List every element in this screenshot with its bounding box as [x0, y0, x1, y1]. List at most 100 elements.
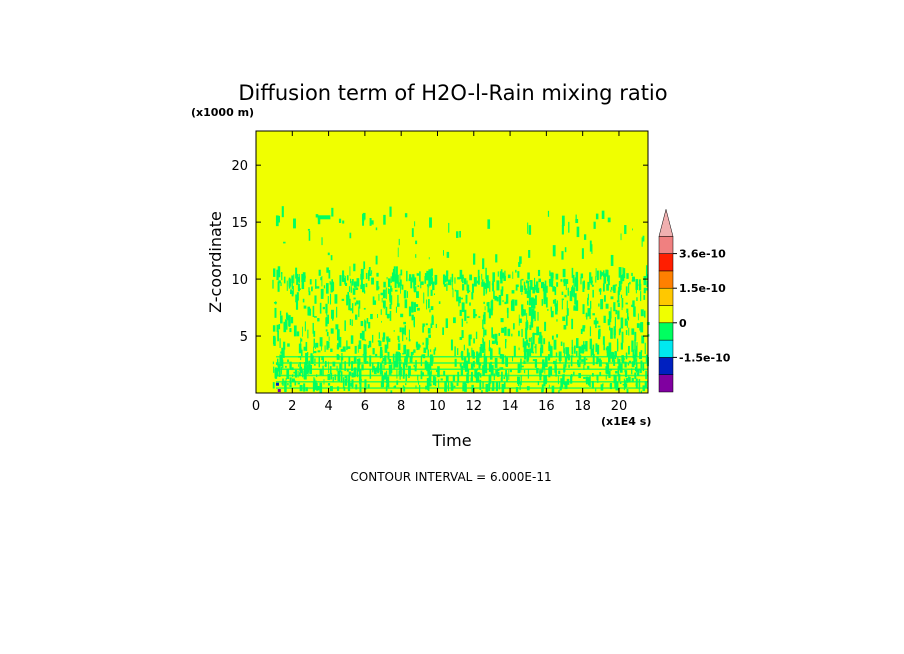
- field-patch: [625, 286, 628, 296]
- field-patch: [527, 368, 529, 379]
- field-patch: [433, 293, 436, 295]
- field-patch: [273, 268, 276, 277]
- field-patch: [502, 300, 504, 303]
- field-patch: [549, 346, 553, 358]
- field-patch: [595, 320, 599, 324]
- field-patch: [489, 281, 491, 292]
- field-patch: [467, 348, 469, 355]
- field-patch: [488, 308, 491, 319]
- field-patch: [283, 321, 287, 333]
- field-patch: [393, 386, 396, 388]
- field-patch: [524, 309, 526, 316]
- field-patch: [319, 302, 322, 314]
- field-patch: [390, 285, 392, 290]
- field-patch: [349, 318, 352, 326]
- field-patch: [592, 313, 595, 316]
- colorbar-label: 0: [679, 317, 687, 330]
- field-patch: [313, 316, 317, 318]
- field-patch: [391, 363, 393, 373]
- field-patch: [302, 369, 304, 378]
- field-patch: [427, 382, 430, 391]
- field-patch: [295, 299, 299, 310]
- field-patch: [542, 359, 545, 369]
- field-patch: [348, 286, 351, 292]
- field-patch: [429, 217, 432, 228]
- field-patch: [428, 269, 432, 281]
- field-patch: [415, 341, 419, 348]
- field-patch: [454, 346, 456, 356]
- field-patch: [348, 356, 350, 367]
- field-patch: [417, 285, 420, 288]
- field-patch: [412, 351, 414, 355]
- field-patch: [477, 269, 480, 279]
- x-tick-label: 10: [429, 399, 446, 414]
- field-patch: [406, 270, 408, 282]
- field-patch: [352, 288, 356, 295]
- field-patch: [426, 299, 428, 310]
- field-patch: [428, 371, 432, 383]
- field-patch: [357, 344, 359, 353]
- field-patch: [397, 343, 401, 351]
- field-patch: [557, 375, 559, 385]
- field-patch: [528, 337, 531, 342]
- field-patch: [605, 374, 607, 380]
- field-patch: [610, 254, 614, 266]
- field-patch: [304, 321, 306, 332]
- field-patch: [571, 287, 574, 297]
- field-patch: [395, 306, 397, 313]
- field-patch: [455, 231, 459, 238]
- field-patch: [329, 281, 331, 285]
- field-patch: [625, 377, 629, 383]
- field-patch: [336, 365, 338, 372]
- field-patch: [575, 300, 579, 311]
- field-patch: [372, 348, 375, 355]
- field-patch: [368, 267, 371, 276]
- field-patch: [538, 278, 541, 283]
- field-patch: [482, 319, 484, 330]
- field-patch: [316, 286, 320, 289]
- field-patch: [585, 376, 589, 383]
- colorbar-level: [658, 305, 674, 324]
- field-patch: [611, 354, 613, 362]
- field-patch: [362, 284, 365, 293]
- field-patch: [523, 281, 526, 290]
- chart-title: Diffusion term of H2O-l-Rain mixing rati…: [238, 81, 667, 105]
- field-patch: [372, 366, 375, 371]
- field-patch: [638, 279, 641, 286]
- field-patch: [293, 371, 296, 374]
- field-patch: [631, 340, 634, 352]
- field-patch: [502, 274, 505, 279]
- field-patch: [469, 274, 473, 281]
- field-patch: [546, 285, 548, 293]
- field-patch: [280, 315, 283, 324]
- field-patch: [433, 349, 436, 355]
- field-patch: [640, 322, 644, 333]
- field-patch: [618, 267, 622, 278]
- field-patch: [613, 374, 617, 384]
- field-patch: [532, 316, 536, 319]
- field-patch: [283, 348, 285, 358]
- field-patch: [357, 361, 360, 372]
- field-patch: [632, 276, 635, 282]
- field-patch: [589, 338, 592, 350]
- field-patch: [400, 269, 403, 276]
- field-patch: [541, 299, 544, 306]
- field-patch: [625, 330, 628, 335]
- field-patch: [631, 279, 634, 282]
- field-patch: [505, 294, 509, 304]
- field-patch: [530, 342, 534, 353]
- field-patch: [589, 272, 592, 284]
- field-patch: [486, 279, 489, 289]
- field-patch: [364, 339, 366, 342]
- field-patch: [478, 354, 480, 364]
- field-patch: [483, 286, 485, 296]
- field-patch: [379, 363, 383, 368]
- field-patch: [293, 218, 296, 229]
- field-patch: [576, 338, 579, 349]
- field-patch: [573, 305, 576, 308]
- field-patch: [564, 381, 568, 390]
- field-patch: [636, 297, 638, 302]
- field-patch: [486, 284, 488, 293]
- field-patch: [566, 308, 569, 316]
- field-patch: [506, 307, 509, 313]
